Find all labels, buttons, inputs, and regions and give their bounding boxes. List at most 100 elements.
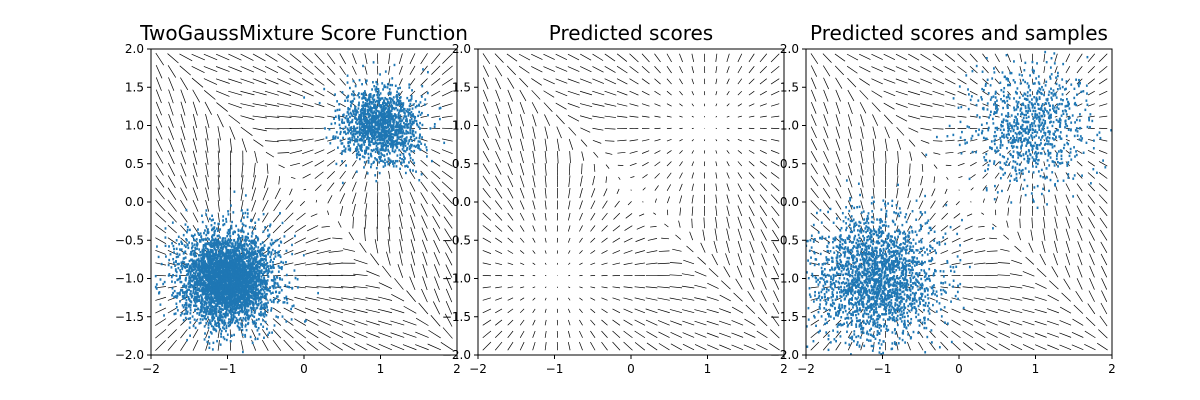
sample-point: [381, 118, 384, 121]
sample-point: [200, 270, 203, 273]
sample-point: [251, 320, 254, 323]
sample-point: [361, 138, 364, 142]
quiver-arrow: [253, 139, 264, 147]
sample-point: [375, 136, 378, 139]
sample-point: [214, 278, 217, 281]
sample-point: [421, 123, 424, 127]
sample-point: [186, 264, 189, 267]
sample-point: [336, 100, 339, 103]
quiver-arrow: [326, 53, 336, 65]
quiver-arrow: [421, 288, 428, 303]
sample-point: [238, 328, 241, 331]
sample-point: [385, 131, 388, 134]
sample-point: [409, 120, 412, 123]
sample-point: [363, 156, 366, 159]
quiver-arrow: [326, 160, 336, 167]
sample-point: [408, 152, 411, 156]
sample-point: [250, 235, 253, 238]
sample-point: [253, 315, 256, 319]
quiver-arrow: [442, 115, 453, 118]
sample-point: [183, 244, 186, 247]
sample-point: [348, 144, 350, 148]
sample-point: [346, 127, 349, 130]
sample-point: [165, 255, 167, 258]
sample-point: [224, 311, 227, 314]
sample-point: [374, 103, 376, 107]
sample-point: [283, 301, 286, 304]
sample-point: [209, 256, 212, 259]
sample-point: [423, 103, 426, 106]
sample-point: [392, 128, 395, 132]
sample-point: [237, 288, 240, 291]
sample-point: [371, 114, 374, 117]
sample-point: [358, 116, 360, 119]
sample-point: [281, 221, 284, 225]
sample-point: [347, 111, 349, 114]
sample-point: [360, 131, 363, 135]
sample-point: [372, 120, 375, 124]
sample-point: [375, 179, 378, 183]
sample-point: [377, 87, 380, 91]
sample-point: [278, 291, 281, 294]
sample-point: [383, 129, 386, 133]
sample-point: [409, 168, 412, 172]
quiver-arrow: [420, 181, 428, 192]
sample-point: [203, 238, 205, 241]
sample-point: [260, 307, 263, 311]
quiver-arrow: [314, 184, 322, 192]
sample-point: [258, 274, 261, 277]
sample-point: [176, 309, 179, 312]
sample-point: [411, 129, 414, 132]
sample-point: [199, 318, 202, 321]
quiver-arrow: [409, 53, 416, 65]
quiver-arrow: [370, 253, 380, 266]
sample-point: [375, 113, 378, 116]
sample-point: [211, 311, 213, 314]
sample-point: [189, 303, 192, 307]
quiver-arrow: [217, 126, 221, 141]
sample-point: [174, 268, 177, 271]
sample-point: [366, 102, 369, 106]
quiver-arrow: [398, 90, 403, 97]
sample-point: [387, 163, 390, 166]
sample-point: [353, 136, 356, 139]
sample-point: [254, 266, 257, 270]
sample-point: [244, 224, 247, 228]
quiver-arrow: [328, 297, 344, 301]
sample-point: [374, 157, 376, 160]
sample-point: [257, 303, 259, 306]
sample-point: [219, 236, 221, 239]
sample-point: [211, 262, 213, 266]
sample-point: [290, 307, 293, 311]
quiver-arrow: [409, 78, 416, 86]
quiver-arrow: [228, 66, 242, 73]
sample-point: [210, 301, 213, 304]
sample-point: [371, 126, 373, 129]
sample-point: [389, 105, 392, 108]
sample-point: [185, 263, 188, 266]
sample-point: [358, 153, 360, 157]
sample-point: [193, 296, 196, 299]
quiver-arrow: [240, 78, 255, 84]
sample-point: [240, 268, 243, 271]
sample-point: [370, 127, 373, 131]
quiver-arrow: [377, 308, 393, 314]
sample-point: [189, 317, 192, 320]
sample-point: [204, 229, 206, 232]
sample-point: [207, 228, 209, 231]
sample-point: [352, 132, 355, 135]
sample-point: [201, 298, 204, 301]
sample-point: [204, 296, 207, 299]
sample-point: [352, 134, 355, 137]
sample-point: [402, 140, 405, 144]
sample-point: [182, 264, 185, 268]
quiver-arrow: [205, 162, 209, 178]
sample-point: [378, 93, 381, 97]
sample-point: [339, 132, 342, 136]
sample-point: [363, 143, 366, 146]
sample-point: [200, 278, 203, 282]
sample-point: [241, 272, 244, 275]
sample-point: [238, 251, 241, 254]
sample-point: [401, 141, 404, 144]
quiver-arrow: [179, 53, 193, 62]
